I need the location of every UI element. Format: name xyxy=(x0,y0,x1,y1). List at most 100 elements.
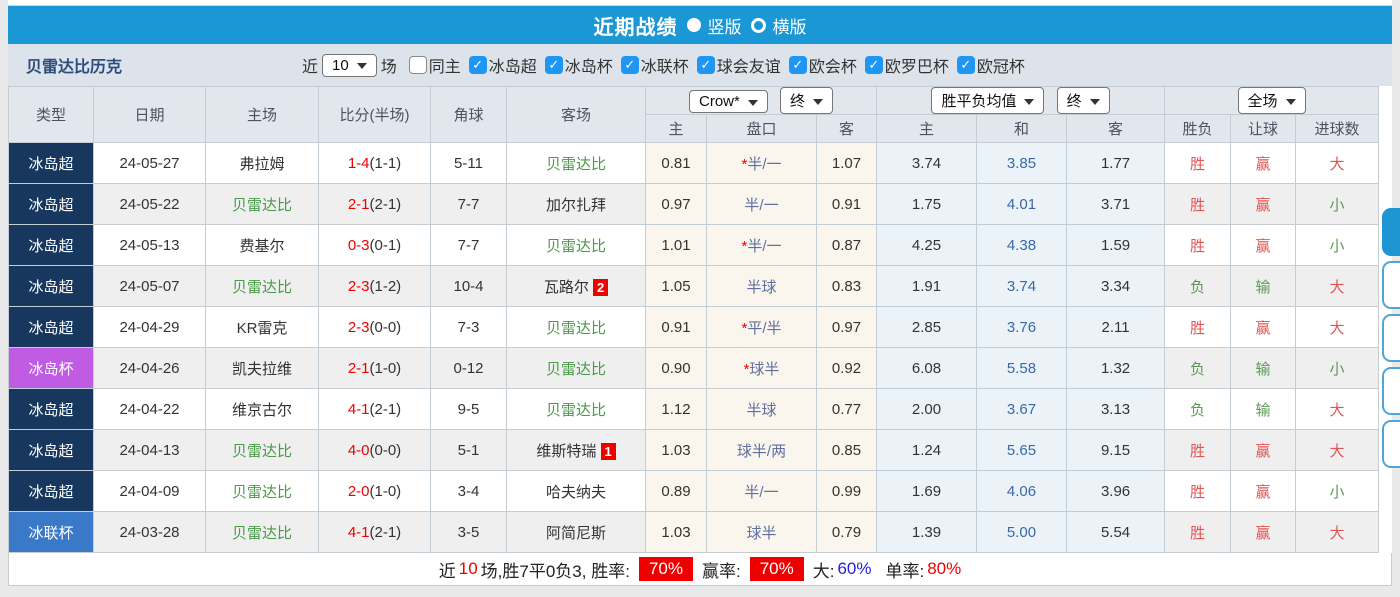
league-checkbox-球会友谊[interactable]: ✓ 球会友谊 xyxy=(689,53,781,77)
cell-home-team: 贝雷达比 xyxy=(205,183,319,225)
red-card-badge: 1 xyxy=(600,443,616,461)
cell-handicap-result: 赢 xyxy=(1230,429,1297,471)
side-nav-button-5[interactable] xyxy=(1382,420,1400,468)
checkbox-label[interactable]: 冰岛杯 xyxy=(564,59,613,76)
league-checkbox-欧冠杯[interactable]: ✓ 欧冠杯 xyxy=(949,53,1025,77)
near-label: 近 xyxy=(302,59,319,76)
cell-handicap-result: 赢 xyxy=(1230,470,1297,512)
cell-date: 24-05-13 xyxy=(93,224,206,266)
cell-score: 1-4(1-1) xyxy=(318,142,431,184)
side-nav-button-3[interactable] xyxy=(1382,314,1400,362)
league-checkbox-冰联杯[interactable]: ✓ 冰联杯 xyxy=(613,53,689,77)
cell-avg-away: 1.77 xyxy=(1066,142,1166,184)
checkbox-label[interactable]: 同主 xyxy=(428,59,461,76)
unchecked-checkbox-icon[interactable] xyxy=(408,56,427,74)
odds-group-header: Crow* 终 xyxy=(644,86,878,115)
cell-avg-draw: 5.00 xyxy=(976,511,1068,553)
cell-avg-away: 3.96 xyxy=(1066,470,1166,512)
layout-radio-horizontal[interactable]: 横版 xyxy=(750,13,807,38)
match-count-select[interactable]: 10 xyxy=(322,53,377,77)
cell-handicap: *半/一 xyxy=(706,224,817,266)
checked-checkbox-icon[interactable]: ✓ xyxy=(468,56,487,74)
cell-league-type: 冰联杯 xyxy=(8,511,94,553)
profit-rate-label: 赢率: xyxy=(701,561,741,581)
scope-select[interactable]: 全场 xyxy=(1237,87,1306,114)
cell-handicap: 球半/两 xyxy=(706,429,817,471)
cell-avg-home: 1.24 xyxy=(876,429,978,471)
checked-checkbox-icon[interactable]: ✓ xyxy=(956,56,975,74)
league-checkbox-冰岛杯[interactable]: ✓ 冰岛杯 xyxy=(537,53,613,77)
checked-checkbox-icon[interactable]: ✓ xyxy=(864,56,883,74)
chevron-down-icon xyxy=(1089,98,1100,105)
cell-date: 24-05-07 xyxy=(93,265,206,307)
league-checkbox-欧会杯[interactable]: ✓ 欧会杯 xyxy=(781,53,857,77)
cell-score: 4-0(0-0) xyxy=(318,429,431,471)
radio-unselected-icon[interactable] xyxy=(750,17,766,33)
league-checkbox-同主[interactable]: 同主 xyxy=(401,53,461,77)
cell-home-team: 凯夫拉维 xyxy=(205,347,319,389)
col-header-home: 主场 xyxy=(205,86,319,143)
cell-goals: 大 xyxy=(1295,306,1380,348)
side-nav-button-4[interactable] xyxy=(1382,367,1400,415)
avg-type-select[interactable]: 胜平负均值 xyxy=(931,87,1045,114)
checked-checkbox-icon[interactable]: ✓ xyxy=(620,56,639,74)
odds-company-select[interactable]: Crow* xyxy=(689,90,768,113)
checkbox-label[interactable]: 欧会杯 xyxy=(808,59,857,76)
layout-radio-vertical[interactable]: 竖版 xyxy=(686,13,742,38)
checkbox-label[interactable]: 球会友谊 xyxy=(716,59,781,76)
checked-checkbox-icon[interactable]: ✓ xyxy=(788,56,807,74)
cell-away-team: 贝雷达比 xyxy=(506,224,646,266)
cell-score: 0-3(0-1) xyxy=(318,224,431,266)
cell-home-team: 贝雷达比 xyxy=(205,429,319,471)
cell-avg-draw: 3.74 xyxy=(976,265,1068,307)
cell-corners: 0-12 xyxy=(430,347,507,389)
cell-goals: 大 xyxy=(1295,388,1380,430)
chevron-down-icon xyxy=(1285,98,1296,105)
cell-avg-away: 9.15 xyxy=(1066,429,1166,471)
cell-avg-home: 4.25 xyxy=(876,224,978,266)
avg-time-select[interactable]: 终 xyxy=(1056,87,1110,114)
checked-checkbox-icon[interactable]: ✓ xyxy=(544,56,563,74)
cell-away-team: 哈夫纳夫 xyxy=(506,470,646,512)
side-nav-button-2[interactable] xyxy=(1382,261,1400,309)
checkbox-label[interactable]: 冰联杯 xyxy=(640,59,689,76)
cell-goals: 小 xyxy=(1295,470,1380,512)
side-nav-button-1[interactable] xyxy=(1382,208,1400,256)
odds-time-select[interactable]: 终 xyxy=(780,87,834,114)
cell-avg-home: 1.39 xyxy=(876,511,978,553)
table-row: 冰岛超 24-05-22 贝雷达比 2-1(2-1) 7-7 加尔扎拜 0.97 半/一 0.9… xyxy=(8,183,1380,225)
checkbox-label[interactable]: 冰岛超 xyxy=(488,59,537,76)
cell-result: 胜 xyxy=(1164,306,1232,348)
cell-handicap-result: 赢 xyxy=(1230,224,1297,266)
checked-checkbox-icon[interactable]: ✓ xyxy=(696,56,715,74)
checkbox-label[interactable]: 欧罗巴杯 xyxy=(884,59,949,76)
single-rate-label: 单率: xyxy=(885,561,925,581)
cell-result: 负 xyxy=(1164,265,1232,307)
cell-handicap-result: 赢 xyxy=(1230,306,1297,348)
league-checkbox-冰岛超[interactable]: ✓ 冰岛超 xyxy=(461,53,537,77)
checkbox-label[interactable]: 欧冠杯 xyxy=(976,59,1025,76)
col-header-goals: 进球数 xyxy=(1295,114,1380,143)
table-row: 冰岛杯 24-04-26 凯夫拉维 2-1(1-0) 0-12 贝雷达比 0.90 *球半 0.… xyxy=(8,347,1380,389)
cell-away-team: 贝雷达比 xyxy=(506,347,646,389)
early-odds-marker: * xyxy=(741,155,748,173)
cell-away-team: 贝雷达比 xyxy=(506,306,646,348)
cell-corners: 3-4 xyxy=(430,470,507,512)
cell-result: 负 xyxy=(1164,347,1232,389)
cell-handicap: 球半 xyxy=(706,511,817,553)
cell-date: 24-03-28 xyxy=(93,511,206,553)
cell-handicap-result: 赢 xyxy=(1230,142,1297,184)
col-header-away: 客场 xyxy=(506,86,646,143)
league-checkbox-欧罗巴杯[interactable]: ✓ 欧罗巴杯 xyxy=(857,53,949,77)
cell-odds-away: 0.91 xyxy=(815,183,878,225)
cell-goals: 小 xyxy=(1295,347,1380,389)
cell-odds-home: 1.03 xyxy=(645,511,707,553)
cell-corners: 5-11 xyxy=(430,142,507,184)
radio-selected-icon[interactable] xyxy=(686,18,701,32)
col-header-avg-draw: 和 xyxy=(976,114,1068,143)
cell-league-type: 冰岛超 xyxy=(8,470,94,512)
filter-controls: 近 10 场 同主 ✓ 冰岛超 ✓ 冰岛杯 ✓ 冰联杯 ✓ 球会友谊 ✓ 欧会杯 ✓ 欧罗巴杯 ✓ 欧冠杯 xyxy=(302,53,1025,77)
cell-date: 24-04-09 xyxy=(93,470,206,512)
cell-corners: 7-7 xyxy=(430,224,507,266)
cell-away-team: 瓦路尔 2 xyxy=(506,265,646,307)
